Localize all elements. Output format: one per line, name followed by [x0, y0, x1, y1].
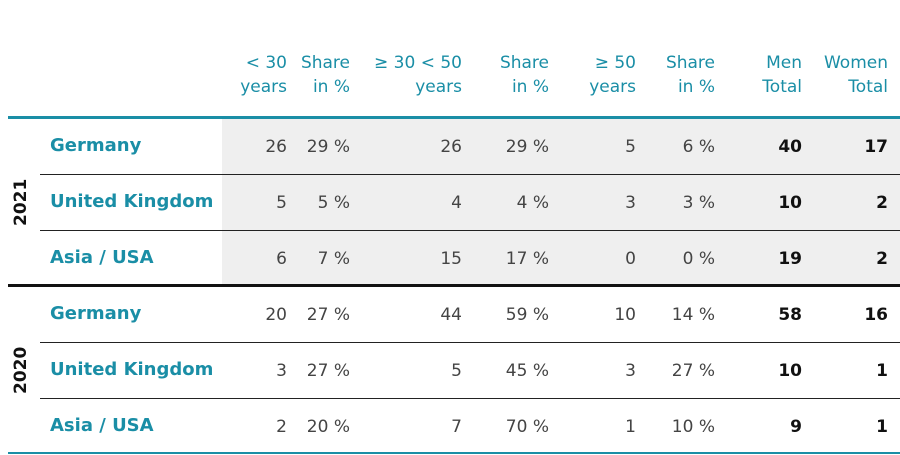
header-label: Total [762, 77, 802, 97]
year-label: 2020 [11, 346, 31, 394]
row-rule [40, 230, 900, 231]
country-label: Asia / USA [50, 247, 154, 268]
cell-value: 7 % [317, 249, 350, 269]
cell-value: 0 % [682, 249, 715, 269]
cell-value: 10 % [671, 417, 715, 437]
header-label: years [240, 77, 287, 97]
cell-value: 10 [778, 193, 802, 213]
cell-value: 40 [778, 137, 802, 157]
cell-value: 26 [440, 137, 462, 157]
cell-value: 2 [876, 193, 888, 213]
cell-value: 5 [625, 137, 636, 157]
cell-value: 16 [864, 305, 888, 325]
cell-value: 20 [265, 305, 287, 325]
cell-value: 17 [864, 137, 888, 157]
rule-bottom [8, 452, 900, 454]
row-rule [40, 398, 900, 399]
header-label: in % [677, 77, 715, 97]
cell-value: 44 [440, 305, 462, 325]
cell-value: 3 % [682, 193, 715, 213]
cell-value: 29 % [306, 137, 350, 157]
cell-value: 2 [276, 417, 287, 437]
cell-value: 2 [876, 249, 888, 269]
cell-value: 5 [451, 361, 462, 381]
cell-value: 27 % [306, 361, 350, 381]
cell-value: 14 % [671, 305, 715, 325]
header-label: years [589, 77, 636, 97]
cell-value: 10 [614, 305, 636, 325]
cell-value: 3 [625, 193, 636, 213]
header-label: Men [766, 53, 802, 73]
cell-value: 45 % [505, 361, 549, 381]
rule-top [8, 116, 900, 119]
header-label: Total [848, 77, 888, 97]
country-label: Germany [50, 303, 142, 324]
cell-value: 58 [778, 305, 802, 325]
cell-value: 5 % [317, 193, 350, 213]
country-label: United Kingdom [50, 191, 214, 212]
header-label: Share [499, 53, 549, 73]
cell-value: 0 [625, 249, 636, 269]
cell-value: 59 % [505, 305, 549, 325]
header-label: < 30 [245, 53, 287, 73]
cell-value: 5 [276, 193, 287, 213]
cell-value: 27 % [306, 305, 350, 325]
cell-value: 3 [625, 361, 636, 381]
cell-value: 15 [440, 249, 462, 269]
cell-value: 26 [265, 137, 287, 157]
cell-value: 1 [625, 417, 636, 437]
cell-value: 19 [778, 249, 802, 269]
group-rule [8, 284, 900, 287]
header-label: Share [665, 53, 715, 73]
row-rule [40, 342, 900, 343]
cell-value: 4 [451, 193, 462, 213]
cell-value: 9 [790, 417, 802, 437]
shaded-area [222, 119, 900, 285]
cell-value: 6 [276, 249, 287, 269]
header-label: in % [511, 77, 549, 97]
header-label: ≥ 30 < 50 [374, 53, 462, 73]
cell-value: 10 [778, 361, 802, 381]
header-label: ≥ 50 [594, 53, 636, 73]
cell-value: 3 [276, 361, 287, 381]
cell-value: 27 % [671, 361, 715, 381]
header-label: Share [300, 53, 350, 73]
header-label: in % [312, 77, 350, 97]
row-rule [40, 174, 900, 175]
cell-value: 17 % [505, 249, 549, 269]
header-label: Women [823, 53, 888, 73]
country-label: Asia / USA [50, 415, 154, 436]
cell-value: 1 [876, 361, 888, 381]
cell-value: 29 % [505, 137, 549, 157]
cell-value: 70 % [505, 417, 549, 437]
country-label: Germany [50, 135, 142, 156]
cell-value: 1 [876, 417, 888, 437]
cell-value: 6 % [682, 137, 715, 157]
year-label: 2021 [11, 178, 31, 226]
header-label: years [415, 77, 462, 97]
cell-value: 7 [451, 417, 462, 437]
country-label: United Kingdom [50, 359, 214, 380]
cell-value: 4 % [516, 193, 549, 213]
cell-value: 20 % [306, 417, 350, 437]
